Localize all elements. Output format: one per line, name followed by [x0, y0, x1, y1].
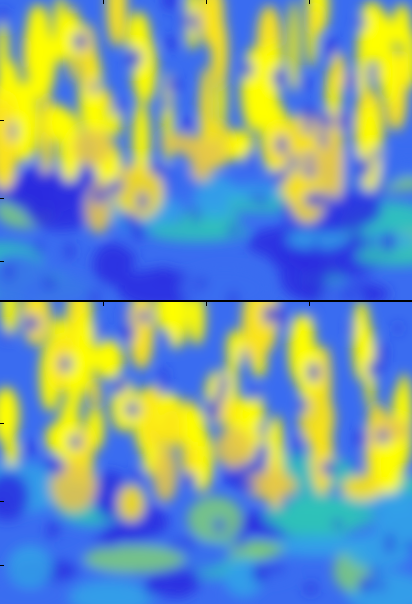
- panel-divider: [0, 300, 412, 302]
- scalogram-image: [0, 302, 412, 604]
- axis-tick: [0, 565, 4, 566]
- scalogram-bottom: [0, 302, 412, 604]
- axis-tick: [309, 302, 310, 306]
- axis-tick: [0, 198, 4, 199]
- axis-tick: [0, 120, 4, 121]
- scalogram-top: [0, 0, 412, 300]
- scalogram-image: [0, 0, 412, 300]
- axis-tick: [0, 423, 4, 424]
- axis-tick: [103, 0, 104, 4]
- axis-tick: [0, 261, 4, 262]
- axis-tick: [206, 0, 207, 4]
- axis-tick: [309, 0, 310, 4]
- axis-tick: [206, 302, 207, 306]
- axis-tick: [0, 501, 4, 502]
- axis-tick: [103, 302, 104, 306]
